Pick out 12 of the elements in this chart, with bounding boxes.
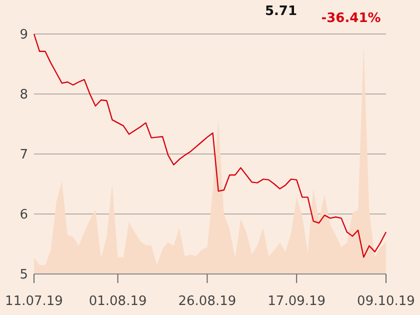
y-tick-label: 9 [20, 28, 28, 43]
y-tick-label: 6 [20, 208, 28, 223]
x-tick-label: 11.07.19 [5, 294, 63, 309]
y-tick-label: 7 [20, 148, 28, 163]
x-tick-label: 01.08.19 [88, 294, 147, 309]
x-tick-label: 17.09.19 [268, 294, 326, 309]
x-tick-label: 09.10.19 [357, 294, 415, 309]
text: 5.71 [264, 4, 298, 19]
y-tick-label: 8 [20, 88, 28, 103]
y-tick-label: 5 [20, 268, 28, 283]
text: -36.41% [321, 11, 381, 26]
x-tick-label: 26.08.19 [178, 294, 236, 309]
